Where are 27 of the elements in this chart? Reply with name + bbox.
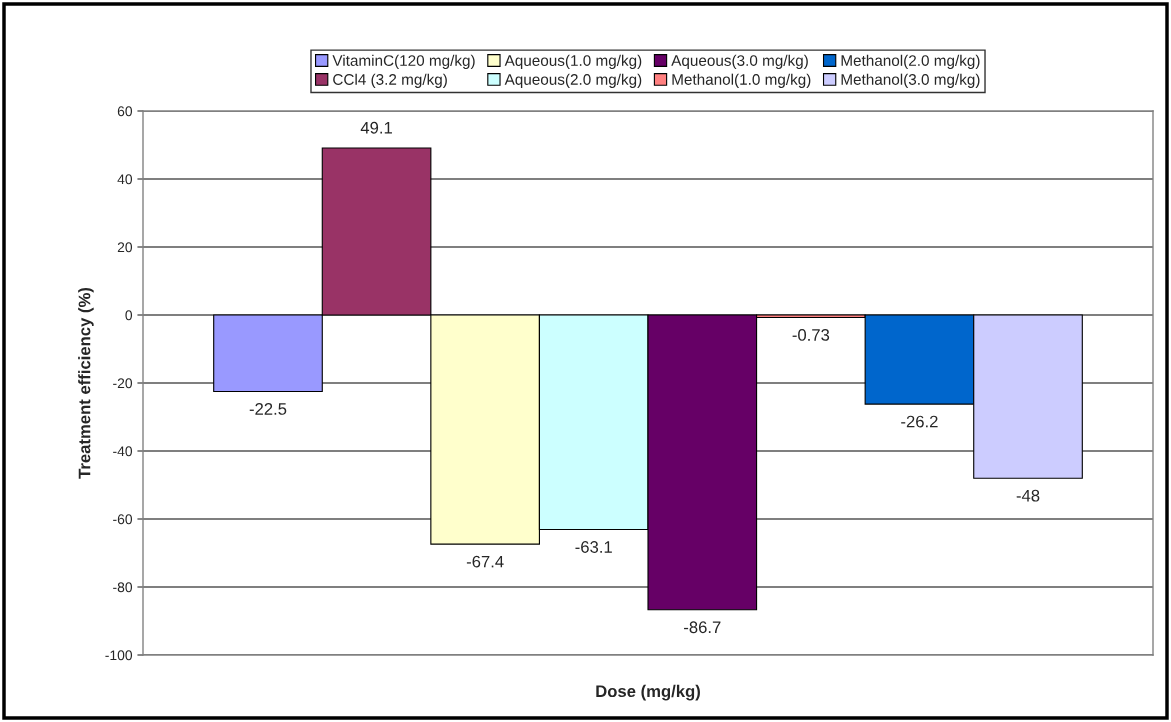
legend-label: Methanol(2.0 mg/kg) bbox=[841, 54, 980, 69]
y-tick-label: 60 bbox=[117, 106, 133, 117]
y-tick-label: -40 bbox=[113, 446, 133, 457]
y-tick-label: -100 bbox=[105, 650, 133, 661]
data-label: -48 bbox=[1016, 489, 1040, 502]
y-tick-label: -60 bbox=[113, 514, 133, 525]
data-label: -67.4 bbox=[466, 555, 504, 568]
y-tick-label: 0 bbox=[125, 310, 133, 321]
y-tick-label: -20 bbox=[113, 378, 133, 389]
legend-label: CCl4 (3.2 mg/kg) bbox=[333, 73, 447, 88]
y-tick-label: -80 bbox=[113, 582, 133, 593]
legend-label: Methanol(1.0 mg/kg) bbox=[672, 73, 811, 88]
legend-label: Aqueous(2.0 mg/kg) bbox=[504, 73, 642, 88]
data-label: -0.73 bbox=[792, 329, 830, 341]
y-tick-label: 40 bbox=[117, 174, 133, 185]
data-label: -63.1 bbox=[575, 541, 612, 553]
legend-label: Methanol(3.0 mg/kg) bbox=[841, 73, 980, 88]
legend-label: VitaminC(120 mg/kg) bbox=[332, 54, 475, 69]
data-label: 49.1 bbox=[360, 121, 392, 134]
x-axis-title: Dose (mg/kg) bbox=[596, 684, 700, 701]
data-label: -22.5 bbox=[249, 403, 287, 415]
legend-label: Aqueous(3.0 mg/kg) bbox=[671, 54, 808, 69]
legend-label: Aqueous(1.0 mg/kg) bbox=[504, 54, 642, 69]
y-tick-label: 20 bbox=[117, 242, 133, 253]
data-label: -26.2 bbox=[901, 415, 938, 428]
y-axis-title: Treatment efficiency (%) bbox=[78, 287, 94, 479]
data-label: -86.7 bbox=[684, 621, 721, 634]
